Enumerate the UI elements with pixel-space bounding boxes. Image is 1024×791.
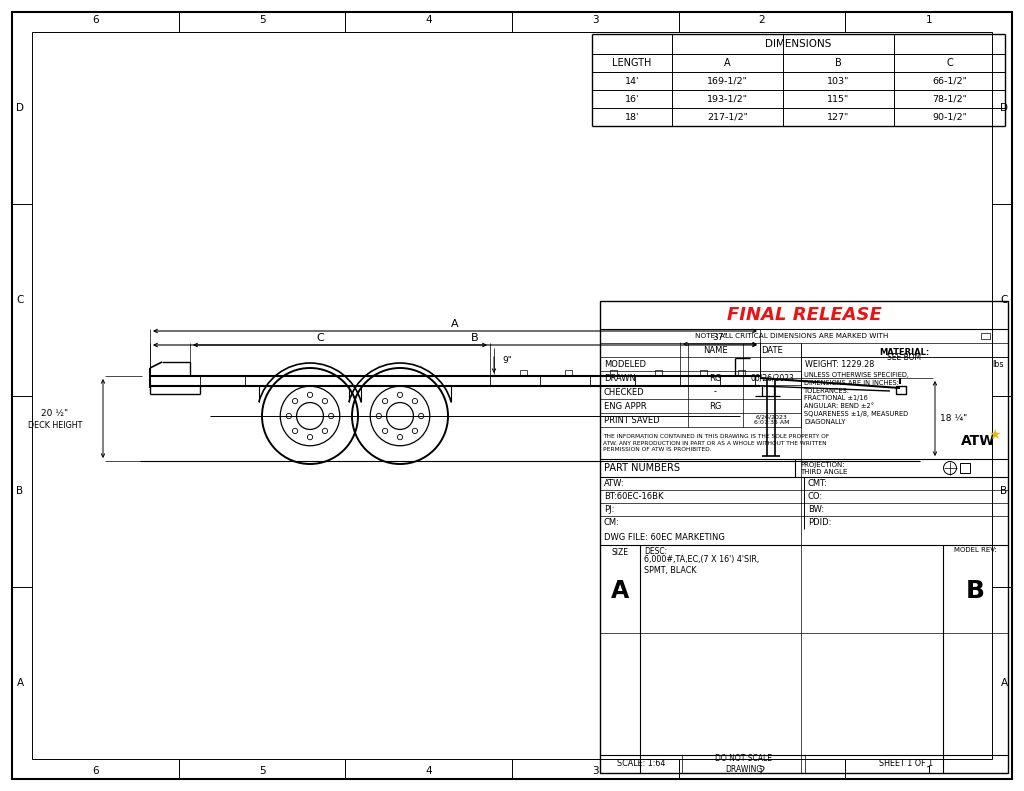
Text: 5: 5	[259, 15, 265, 25]
Text: NOTE: ALL CRITICAL DIMENSIONS ARE MARKED WITH: NOTE: ALL CRITICAL DIMENSIONS ARE MARKED…	[695, 333, 889, 339]
Text: 78-1/2": 78-1/2"	[932, 94, 967, 104]
Text: PDID:: PDID:	[808, 518, 831, 527]
Text: NAME: NAME	[703, 346, 728, 354]
Text: C: C	[316, 333, 324, 343]
Text: A: A	[452, 319, 459, 329]
Text: C: C	[16, 294, 24, 305]
Text: 66-1/2": 66-1/2"	[932, 77, 967, 85]
Text: UNLESS OTHERWISE SPECIFIED,
DIMENSIONS ARE IN INCHES:
TOLERANCES:
FRACTIONAL ±1/: UNLESS OTHERWISE SPECIFIED, DIMENSIONS A…	[804, 372, 909, 425]
Text: ★: ★	[988, 428, 1000, 442]
Bar	[520, 370, 527, 375]
Text: 169-1/2": 169-1/2"	[707, 77, 748, 85]
Text: 06/26/2023: 06/26/2023	[750, 373, 794, 383]
Text: 9": 9"	[502, 355, 512, 365]
Text: 14': 14'	[625, 77, 639, 85]
Text: DO NOT SCALE
DRAWING: DO NOT SCALE DRAWING	[715, 755, 772, 774]
Text: CM:: CM:	[604, 518, 620, 527]
Text: 16': 16'	[625, 94, 639, 104]
Bar	[600, 301, 1008, 773]
Bar	[961, 463, 970, 473]
Text: SHEET 1 OF 1: SHEET 1 OF 1	[880, 759, 934, 769]
Text: CO:: CO:	[808, 492, 823, 501]
Text: lbs: lbs	[992, 359, 1004, 369]
Text: MODELED: MODELED	[604, 359, 646, 369]
Text: PRINT SAVED: PRINT SAVED	[604, 415, 659, 425]
Bar	[700, 370, 707, 375]
Text: B: B	[1000, 486, 1008, 497]
Text: 5: 5	[259, 766, 265, 776]
Text: A: A	[724, 58, 731, 68]
Bar	[565, 370, 572, 375]
Text: ATW:: ATW:	[604, 479, 625, 488]
Text: THE INFORMATION CONTAINED IN THIS DRAWING IS THE SOLE PROPERTY OF
ATW. ANY REPRO: THE INFORMATION CONTAINED IN THIS DRAWIN…	[603, 434, 829, 452]
Bar	[981, 333, 990, 339]
Text: B: B	[16, 486, 24, 497]
Bar	[738, 370, 745, 375]
Text: SEE BOM: SEE BOM	[888, 353, 922, 362]
Text: C: C	[1000, 294, 1008, 305]
Text: 217-1/2": 217-1/2"	[707, 112, 748, 122]
Text: 18 ¼": 18 ¼"	[940, 414, 968, 423]
Text: DATE: DATE	[761, 346, 783, 354]
Text: DWG FILE: 60EC MARKETING: DWG FILE: 60EC MARKETING	[604, 532, 725, 542]
Text: SIZE: SIZE	[611, 548, 629, 557]
Text: FINAL RELEASE: FINAL RELEASE	[727, 306, 882, 324]
Text: CHECKED: CHECKED	[604, 388, 645, 396]
Text: BT:60EC-16BK: BT:60EC-16BK	[604, 492, 664, 501]
Text: DECK HEIGHT: DECK HEIGHT	[28, 421, 82, 430]
Text: 3: 3	[592, 766, 599, 776]
Text: CMT:: CMT:	[808, 479, 828, 488]
Text: B: B	[471, 333, 479, 343]
Text: RG: RG	[710, 373, 722, 383]
Text: 127": 127"	[827, 112, 850, 122]
Text: BW:: BW:	[808, 505, 824, 514]
Text: 18': 18'	[625, 112, 639, 122]
Text: WEIGHT: 1229.28: WEIGHT: 1229.28	[805, 359, 874, 369]
Text: MATERIAL:: MATERIAL:	[880, 348, 930, 357]
Bar	[896, 386, 906, 394]
Bar	[610, 370, 617, 375]
Text: 6/26/2023
6:07:35 AM: 6/26/2023 6:07:35 AM	[755, 414, 790, 426]
Text: 3: 3	[592, 15, 599, 25]
Text: A: A	[1000, 678, 1008, 688]
Text: C: C	[946, 58, 953, 68]
Text: A: A	[611, 579, 629, 603]
Text: B: B	[966, 579, 985, 603]
Text: 4: 4	[425, 15, 432, 25]
Text: D: D	[1000, 103, 1008, 113]
Text: 193-1/2": 193-1/2"	[707, 94, 748, 104]
Text: ENG APPR: ENG APPR	[604, 402, 646, 411]
Text: 6,000#,TA,EC,(7 X 16') 4'SIR,
SPMT, BLACK: 6,000#,TA,EC,(7 X 16') 4'SIR, SPMT, BLAC…	[644, 555, 759, 575]
Text: PJ:: PJ:	[604, 505, 614, 514]
Text: 4: 4	[425, 766, 432, 776]
Text: DIMENSIONS: DIMENSIONS	[765, 39, 831, 49]
Text: 2: 2	[759, 15, 765, 25]
Text: MODEL REV:: MODEL REV:	[954, 547, 997, 553]
Text: 6: 6	[92, 766, 98, 776]
Text: LENGTH: LENGTH	[612, 58, 651, 68]
Text: DESC:: DESC:	[644, 547, 667, 556]
Text: -: -	[714, 388, 717, 396]
Text: A: A	[16, 678, 24, 688]
Text: 115": 115"	[827, 94, 850, 104]
Text: D: D	[16, 103, 24, 113]
Text: 20 ½": 20 ½"	[41, 409, 69, 418]
Text: ATW: ATW	[961, 434, 995, 448]
Text: 1: 1	[926, 766, 932, 776]
Text: SCALE: 1:64: SCALE: 1:64	[616, 759, 666, 769]
Text: 2: 2	[759, 766, 765, 776]
Text: 6: 6	[92, 15, 98, 25]
Text: DRAWN: DRAWN	[604, 373, 636, 383]
Text: 90-1/2": 90-1/2"	[932, 112, 967, 122]
Text: 37": 37"	[712, 332, 728, 342]
Text: PART NUMBERS: PART NUMBERS	[604, 463, 680, 473]
Bar	[655, 370, 662, 375]
Text: B: B	[836, 58, 842, 68]
Text: PROJECTION:
THIRD ANGLE: PROJECTION: THIRD ANGLE	[800, 461, 848, 475]
Text: RG: RG	[710, 402, 722, 411]
Text: 103": 103"	[827, 77, 850, 85]
Text: 1: 1	[926, 15, 932, 25]
